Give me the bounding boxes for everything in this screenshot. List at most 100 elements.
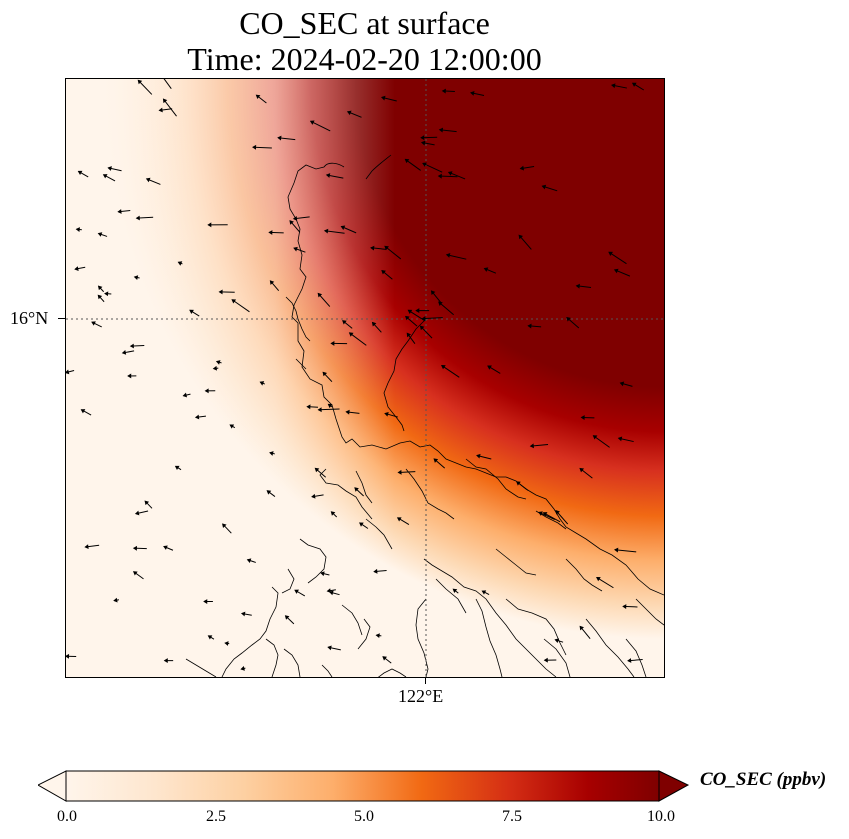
wind-arrow-head: [447, 171, 453, 176]
wind-arrow-head: [84, 544, 89, 550]
wind-arrow-head: [404, 158, 410, 164]
wind-arrow-head: [330, 511, 336, 516]
colorbar-tick-2: 5.0: [354, 808, 374, 825]
wind-arrow-head: [420, 135, 425, 141]
west-low-concentration: [66, 79, 664, 677]
wind-arrow-head: [231, 299, 237, 304]
colorbar-tick-4: 10.0: [647, 808, 675, 825]
wind-arrow-head: [266, 490, 272, 495]
wind-arrow-head: [345, 409, 350, 415]
wind-arrow-head: [542, 512, 548, 517]
wind-arrow-head: [554, 638, 560, 644]
colorbar-label: CO_SEC (ppbv): [700, 769, 827, 790]
wind-arrow-head: [483, 267, 489, 272]
wind-arrow-head: [74, 266, 79, 271]
wind-arrow-head: [518, 234, 524, 240]
wind-arrow-head: [113, 597, 118, 603]
wind-arrow-head: [162, 98, 168, 104]
wind-arrow-head: [381, 269, 386, 275]
wind-arrow-head: [189, 309, 194, 314]
wind-arrow-head: [75, 227, 80, 232]
wind-arrow-head: [613, 268, 619, 274]
wind-arrow-head: [516, 481, 521, 486]
wind-arrow-head: [445, 253, 451, 258]
wind-arrow-head: [555, 510, 560, 515]
wind-arrow-head: [277, 135, 282, 141]
wind-arrow-head: [566, 316, 571, 322]
wind-arrow-head: [246, 558, 252, 564]
wind-arrow-head: [317, 292, 323, 298]
wind-arrow-head: [306, 404, 311, 410]
lon-tick-mark: [425, 677, 426, 684]
wind-arrow: [318, 408, 340, 411]
wind-arrow-head: [348, 332, 354, 337]
wind-arrow-head: [317, 407, 322, 413]
wind-arrow: [231, 299, 250, 313]
wind-arrow: [438, 175, 458, 178]
wind-arrow-head: [396, 517, 402, 522]
wind-arrow-head: [406, 332, 412, 338]
wind-arrow-head: [359, 522, 364, 527]
wind-arrow-head: [596, 577, 601, 582]
wind-arrow-head: [415, 308, 420, 314]
lat-tick-label: 16°N: [10, 308, 49, 328]
wind-arrow-head: [268, 230, 273, 235]
wind-arrow-head: [407, 309, 413, 314]
wind-arrow: [422, 317, 443, 320]
wind-arrow-head: [144, 500, 150, 506]
wind-arrow-head: [382, 656, 387, 661]
wind-arrow-head: [66, 369, 70, 375]
wind-arrow-head: [481, 590, 487, 595]
wind-arrow-head: [255, 94, 261, 100]
wind-arrow-head: [354, 487, 359, 492]
wind-arrow-head: [80, 409, 86, 414]
wind-arrow: [137, 80, 153, 95]
wind-arrow-head: [104, 291, 109, 297]
wind-arrow-head: [419, 325, 425, 331]
wind-arrow-head: [314, 467, 320, 473]
wind-arrow-head: [163, 545, 168, 550]
wind-arrow-head: [322, 371, 328, 377]
colorbar-extend-high: [658, 770, 690, 802]
wind-arrow-head: [619, 381, 625, 387]
wind-arrow: [252, 146, 272, 149]
wind-arrow-head: [194, 414, 200, 420]
wind-arrow: [405, 159, 421, 171]
wind-arrow-head: [259, 381, 265, 386]
wind-arrow: [596, 577, 614, 589]
wind-arrow-head: [174, 465, 180, 471]
wind-arrow-head: [132, 571, 138, 576]
lon-tick-label: 122°E: [398, 686, 444, 706]
colorbar-tick-3: 7.5: [502, 808, 522, 825]
wind-arrow-head: [117, 209, 122, 214]
wind-arrow-head: [127, 373, 132, 379]
wind-arrow-head: [614, 547, 619, 553]
wind-arrow-head: [107, 166, 112, 171]
wind-arrow-head: [342, 320, 347, 325]
wind-arrow-head: [373, 568, 378, 574]
wind-arrow: [384, 245, 402, 260]
wind-arrow-head: [229, 424, 235, 429]
map-panel[interactable]: [65, 78, 665, 678]
wind-arrow-head: [611, 83, 616, 89]
wind-arrow-head: [203, 599, 208, 604]
wind-arrow-head: [311, 493, 316, 499]
map-canvas: [66, 79, 664, 677]
wind-arrow-head: [420, 140, 426, 146]
wind-arrow: [163, 98, 177, 117]
wind-arrow-head: [204, 388, 209, 394]
colorbar-tick-0: 0.0: [57, 808, 77, 825]
wind-arrow-head: [102, 174, 108, 179]
wind-arrow-head: [323, 228, 329, 234]
wind-arrow-head: [218, 289, 223, 295]
wind-arrow-head: [289, 220, 294, 225]
colorbar-body: [65, 770, 660, 802]
wind-arrow-head: [617, 436, 623, 442]
wind-arrow-head: [397, 469, 402, 475]
wind-arrow-head: [370, 245, 375, 251]
map-title-line2: Time: 2024-02-20 12:00:00: [187, 41, 542, 77]
wind-arrow-head: [541, 184, 547, 190]
wind-arrow: [310, 120, 331, 132]
wind-arrow-head: [252, 144, 257, 150]
wind-arrow-head: [330, 340, 335, 346]
